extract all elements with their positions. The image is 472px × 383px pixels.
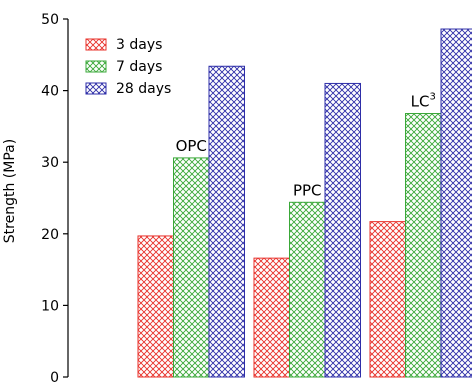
legend-swatch bbox=[85, 38, 107, 51]
bar-opc-7-days bbox=[173, 157, 210, 378]
y-tick-label: 10 bbox=[41, 298, 59, 314]
bars-layer bbox=[137, 28, 472, 378]
y-tick-label: 0 bbox=[50, 370, 59, 383]
legend-label: 3 days bbox=[116, 37, 162, 53]
y-axis: 0 10 20 30 40 50 bbox=[41, 12, 69, 383]
category-label: OPC bbox=[176, 137, 207, 155]
bar-lc-7-days bbox=[405, 113, 442, 378]
y-tick-label: 20 bbox=[41, 227, 59, 243]
y-tick-label: 40 bbox=[41, 84, 59, 100]
legend-label: 28 days bbox=[116, 81, 171, 97]
bar-opc-3-days bbox=[137, 235, 174, 378]
legend-swatch bbox=[85, 60, 107, 73]
legend: 3 days 7 days 28 days bbox=[85, 37, 171, 97]
category-labels: OPC PPC LC3 bbox=[176, 92, 436, 200]
bar-lc-3-days bbox=[369, 221, 406, 378]
bar-lc-28-days bbox=[440, 28, 472, 378]
bar-ppc-28-days bbox=[324, 82, 361, 378]
bar-ppc-7-days bbox=[289, 201, 326, 378]
y-ticks: 0 10 20 30 40 50 bbox=[41, 12, 68, 383]
category-label: LC3 bbox=[411, 92, 436, 111]
bar-opc-28-days bbox=[208, 65, 245, 378]
y-tick-label: 50 bbox=[41, 12, 59, 28]
bar-ppc-3-days bbox=[253, 257, 290, 378]
legend-swatch bbox=[85, 82, 107, 95]
y-axis-label: Strength (MPa) bbox=[2, 139, 18, 243]
y-tick-label: 30 bbox=[41, 155, 59, 171]
legend-label: 7 days bbox=[116, 59, 162, 75]
category-label: PPC bbox=[293, 181, 322, 199]
